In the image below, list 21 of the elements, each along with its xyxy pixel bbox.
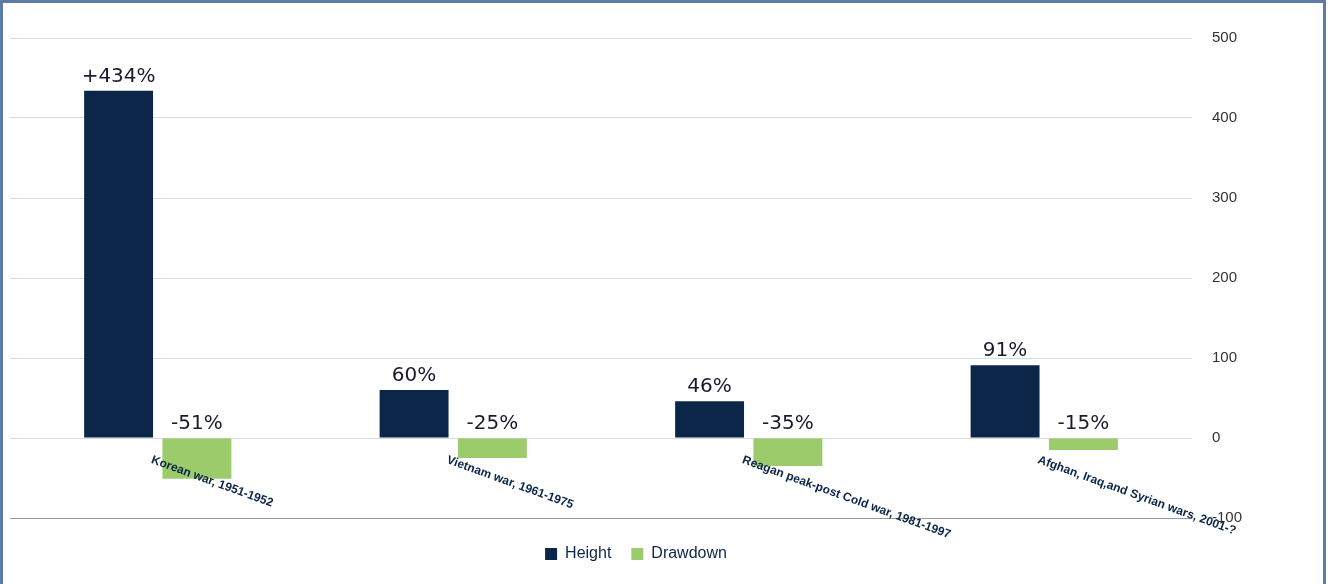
data-label: 46% — [687, 373, 732, 398]
data-label: 60% — [391, 362, 437, 387]
bar — [379, 390, 449, 438]
data-label: 91% — [982, 337, 1028, 362]
y-tick-label: 0 — [1211, 428, 1221, 446]
y-tick-label: 400 — [1211, 108, 1238, 126]
y-tick-label: 100 — [1211, 348, 1238, 366]
y-tick-label: 500 — [1211, 28, 1238, 46]
bar — [1048, 438, 1118, 450]
data-label: +434% — [81, 63, 156, 87]
bar — [84, 90, 154, 438]
y-tick-label: 200 — [1211, 268, 1238, 286]
data-label: -25% — [466, 410, 519, 435]
data-label: -35% — [762, 410, 814, 435]
bar — [970, 365, 1040, 438]
legend-label: Drawdown — [651, 544, 727, 562]
legend-label: Height — [565, 544, 612, 562]
data-label: -51% — [171, 410, 223, 435]
bar — [675, 401, 745, 438]
y-tick-label: 300 — [1211, 188, 1238, 206]
data-label: -15% — [1057, 410, 1110, 435]
